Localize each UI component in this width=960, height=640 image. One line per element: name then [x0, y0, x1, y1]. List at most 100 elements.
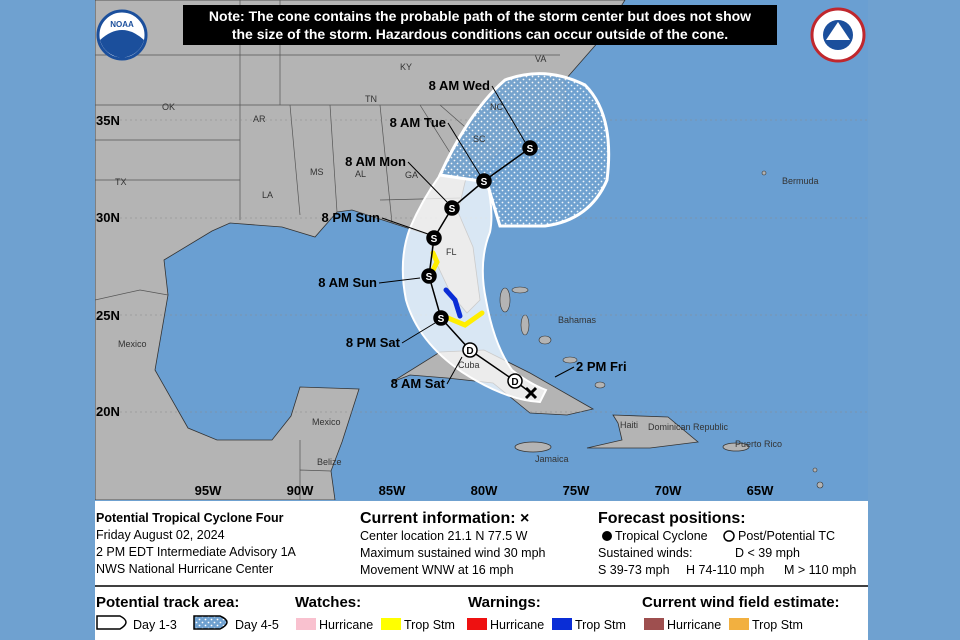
note-box [183, 5, 777, 45]
winds-h: H 74-110 mph [686, 563, 764, 577]
day45-label: Day 4-5 [235, 618, 279, 632]
forecast-point [426, 230, 442, 246]
forecast-marker: D [466, 346, 473, 357]
date: Friday August 02, 2024 [96, 528, 225, 542]
bahamas [499, 170, 824, 489]
leader-line [491, 85, 526, 143]
longitude-label: 70W [655, 483, 682, 498]
forecast-time: 8 AM Tue [390, 115, 446, 130]
wf-ts-swatch [729, 618, 749, 630]
place-label: FL [446, 247, 457, 257]
hispaniola [586, 414, 699, 449]
current-location: Center location 21.1 N 77.5 W [360, 529, 528, 543]
forecast-point [476, 173, 492, 189]
longitude-label: 75W [563, 483, 590, 498]
place-label: SC [473, 134, 486, 144]
warnings-title: Warnings: [468, 594, 541, 611]
leader-line [554, 366, 575, 378]
forecast-time: 8 AM Wed [429, 78, 490, 93]
tc-symbol [602, 531, 612, 541]
winds-d: D < 39 mph [735, 546, 800, 560]
noaa-logo: NOAA [96, 9, 148, 61]
warn-hurricane: Hurricane [490, 618, 544, 632]
place-label: Jamaica [535, 454, 569, 464]
place-label: KY [400, 62, 412, 72]
forecast-marker: S [426, 272, 433, 283]
leader-line [407, 161, 448, 203]
watches-title: Watches: [295, 594, 361, 611]
latitude-label: 30N [96, 210, 120, 225]
leader-line [401, 322, 436, 344]
forecast-marker: S [481, 177, 488, 188]
longitude-label: 85W [379, 483, 406, 498]
puerto-rico [722, 442, 750, 452]
place-label: Puerto Rico [735, 439, 782, 449]
place-label: TX [115, 177, 127, 187]
current-movement: Movement WNW at 16 mph [360, 563, 514, 577]
ptc-label: Post/Potential TC [738, 529, 835, 543]
current-wind: Maximum sustained wind 30 mph [360, 546, 546, 560]
place-label: TN [365, 94, 377, 104]
forecast-marker: S [438, 314, 445, 325]
current-position [524, 386, 538, 400]
forecast-point [507, 373, 523, 389]
forecast-time: 8 AM Sat [391, 376, 446, 391]
watch-hurricane-swatch [296, 618, 316, 630]
forecast-point [444, 200, 460, 216]
wf-hurricane: Hurricane [667, 618, 721, 632]
map: D D S S S S S S [95, 0, 868, 500]
place-label: Haiti [620, 420, 638, 430]
leader-line [447, 122, 481, 176]
forecast-marker: D [511, 377, 518, 388]
ptc-symbol [723, 530, 735, 542]
latitude-label: 35N [96, 113, 120, 128]
winds-s: S 39-73 mph [598, 563, 670, 577]
place-label: Bermuda [782, 176, 819, 186]
forecast-point [421, 268, 437, 284]
day45-icon [193, 615, 228, 630]
forecast-marker: S [431, 234, 438, 245]
leader-line [378, 277, 421, 284]
forecast-time: 8 PM Sat [346, 335, 401, 350]
warn-ts-swatch [552, 618, 572, 630]
forecast-point [433, 310, 449, 326]
forecast-title: Forecast positions: [598, 510, 746, 527]
longitude-label: 80W [471, 483, 498, 498]
day13-icon [96, 615, 127, 630]
place-label: OK [162, 102, 175, 112]
latitude-label: 25N [96, 308, 120, 323]
winds-label: Sustained winds: [598, 546, 693, 560]
note-line: the size of the storm. Hazardous conditi… [232, 26, 728, 42]
legend-panel [95, 501, 868, 640]
place-label: Belize [317, 457, 342, 467]
place-label: Mexico [312, 417, 341, 427]
jamaica [514, 441, 552, 453]
warnings [429, 250, 485, 328]
leader-line [446, 356, 463, 385]
advisory: 2 PM EDT Intermediate Advisory 1A [96, 545, 297, 559]
wf-hurricane-swatch [644, 618, 664, 630]
forecast-time: 8 AM Mon [345, 154, 406, 169]
place-label: Cuba [458, 360, 480, 370]
place-label: LA [262, 190, 273, 200]
note-line: Note: The cone contains the probable pat… [209, 8, 751, 24]
leader-line [381, 217, 429, 235]
nws-logo [810, 7, 866, 63]
longitude-label: 90W [287, 483, 314, 498]
logo-text: NOAA [110, 20, 134, 29]
winds-m: M > 110 mph [784, 563, 856, 577]
watch-hurricane: Hurricane [319, 618, 373, 632]
place-label: AL [355, 169, 366, 179]
forecast-point [522, 140, 538, 156]
watch-ts: Trop Stm [404, 618, 455, 632]
forecast-time: 2 PM Fri [576, 359, 627, 374]
place-label: Dominican Republic [648, 422, 729, 432]
day13-label: Day 1-3 [133, 618, 177, 632]
wind-field-title: Current wind field estimate: [642, 594, 840, 611]
current-title: Current information: × [360, 510, 529, 527]
center: NWS National Hurricane Center [96, 562, 273, 576]
latitude-label: 20N [96, 404, 120, 419]
forecast-marker: S [527, 144, 534, 155]
